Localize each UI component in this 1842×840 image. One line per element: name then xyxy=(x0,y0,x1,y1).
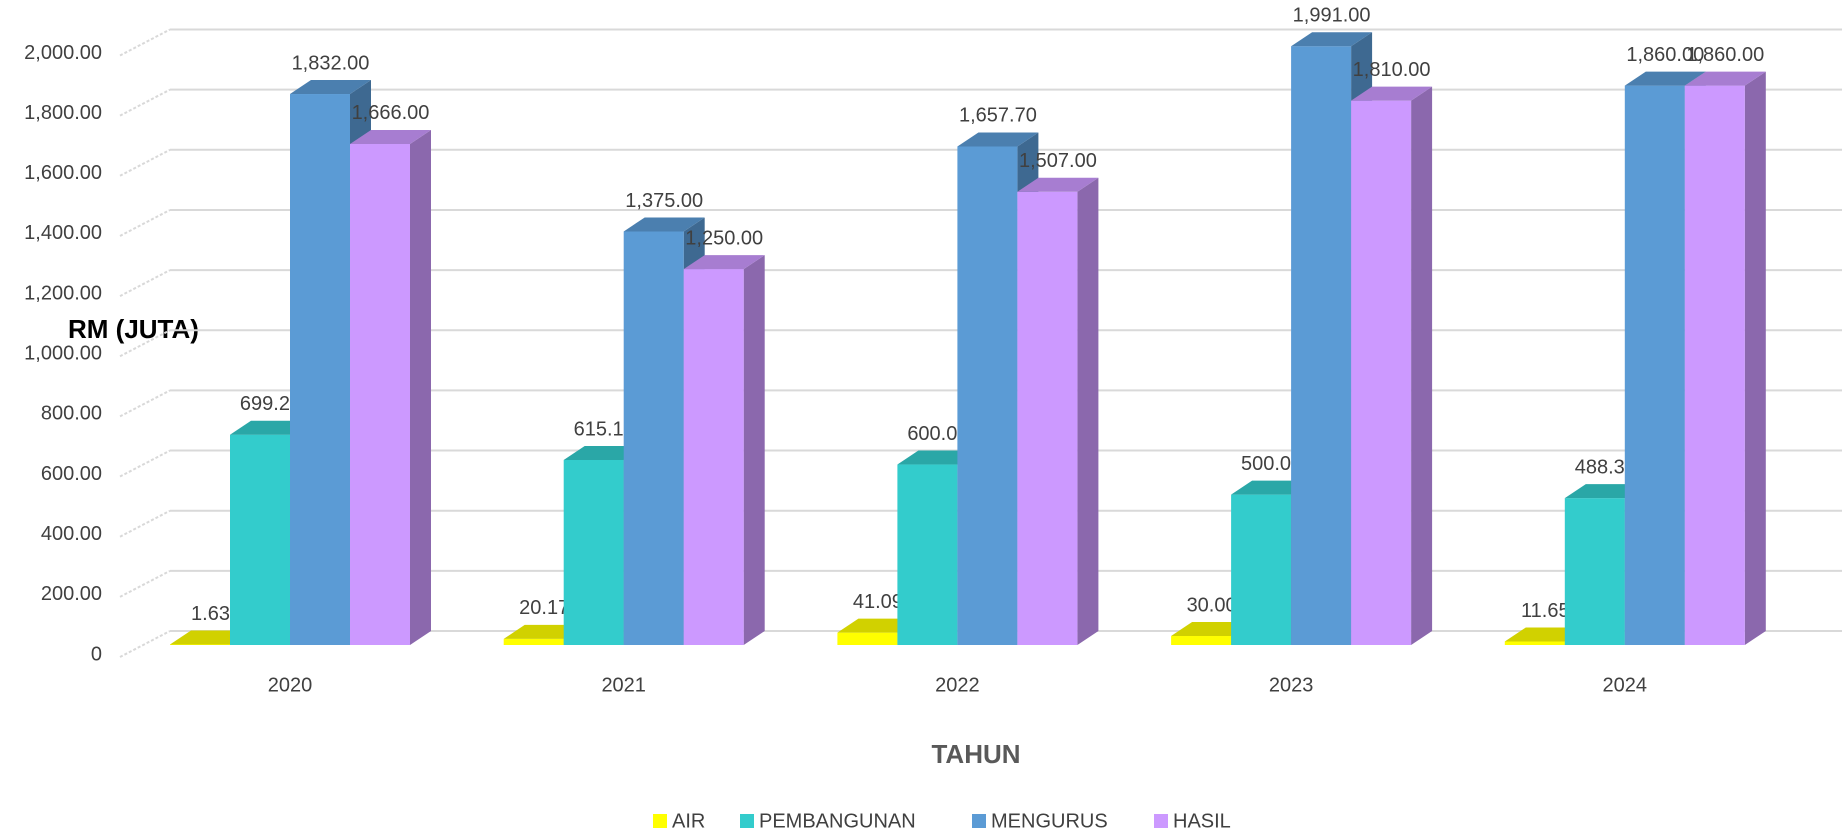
bar-side xyxy=(1077,178,1098,645)
bar xyxy=(504,639,564,645)
data-label: 11.65 xyxy=(1521,600,1570,622)
y-tick-label: 600.00 xyxy=(41,463,102,485)
data-label: 1,507.00 xyxy=(1019,150,1097,172)
data-label: 1.63 xyxy=(191,603,230,625)
y-tick-label: 1,400.00 xyxy=(24,222,102,244)
bar-side xyxy=(410,130,431,645)
x-axis-title: TAHUN xyxy=(931,739,1020,769)
bar-side xyxy=(744,255,765,645)
bar xyxy=(564,460,624,645)
legend-swatch xyxy=(740,814,754,828)
bar xyxy=(1291,46,1351,645)
grid-line xyxy=(120,451,170,477)
bar xyxy=(684,269,744,645)
bar-side xyxy=(1411,87,1432,645)
legend-label: HASIL xyxy=(1173,810,1231,832)
bar xyxy=(350,144,410,645)
y-tick-label: 1,600.00 xyxy=(24,162,102,184)
data-label: 1,250.00 xyxy=(685,227,763,249)
grid-line xyxy=(120,270,170,296)
bar xyxy=(837,633,897,645)
grid-line xyxy=(120,90,170,116)
grid-line xyxy=(120,511,170,537)
bar xyxy=(1685,86,1745,645)
data-label: 30.00 xyxy=(1187,594,1237,616)
data-label: 1,657.70 xyxy=(959,105,1037,127)
data-label: 1,666.00 xyxy=(352,102,430,124)
x-tick-label: 2023 xyxy=(1269,674,1314,696)
data-label: 41.09 xyxy=(853,591,903,613)
y-tick-label: 1,200.00 xyxy=(24,282,102,304)
y-tick-label: 0 xyxy=(91,643,102,665)
grid-line xyxy=(120,150,170,176)
data-label: 1,832.00 xyxy=(292,52,370,74)
bar xyxy=(1351,101,1411,645)
x-tick-label: 2020 xyxy=(268,674,313,696)
x-tick-label: 2022 xyxy=(935,674,980,696)
y-tick-label: 800.00 xyxy=(41,403,102,425)
y-tick-label: 400.00 xyxy=(41,523,102,545)
bar xyxy=(1171,636,1231,645)
grid-line xyxy=(120,210,170,236)
bar xyxy=(290,94,350,645)
legend-label: PEMBANGUNAN xyxy=(759,810,916,832)
bar xyxy=(1625,86,1685,645)
legend-swatch xyxy=(653,814,667,828)
data-label: 1,860.00 xyxy=(1686,44,1764,66)
y-tick-label: 200.00 xyxy=(41,583,102,605)
data-label: 1,810.00 xyxy=(1353,59,1431,81)
legend-label: MENGURUS xyxy=(991,810,1108,832)
data-label: 20.17 xyxy=(519,597,569,619)
x-tick-label: 2021 xyxy=(601,674,646,696)
bar xyxy=(1565,498,1625,645)
bar-side xyxy=(1745,72,1766,645)
legend-swatch xyxy=(972,814,986,828)
bar xyxy=(897,465,957,645)
bar xyxy=(1017,192,1077,645)
data-label: 1,991.00 xyxy=(1293,4,1371,26)
bar xyxy=(957,146,1017,645)
data-label: 1,375.00 xyxy=(625,190,703,212)
grid-line xyxy=(120,631,170,657)
y-tick-label: 2,000.00 xyxy=(24,42,102,64)
bar xyxy=(230,435,290,645)
grid-line xyxy=(120,390,170,416)
bar xyxy=(1231,495,1291,645)
y-tick-label: 1,000.00 xyxy=(24,343,102,365)
y-axis-title: RM (JUTA) xyxy=(68,314,199,344)
grid-line xyxy=(120,571,170,597)
legend-label: AIR xyxy=(672,810,705,832)
legend-swatch xyxy=(1154,814,1168,828)
y-tick-label: 1,800.00 xyxy=(24,102,102,124)
x-tick-label: 2024 xyxy=(1603,674,1648,696)
bar xyxy=(624,231,684,645)
grid-line xyxy=(120,30,170,56)
bar xyxy=(1505,641,1565,645)
